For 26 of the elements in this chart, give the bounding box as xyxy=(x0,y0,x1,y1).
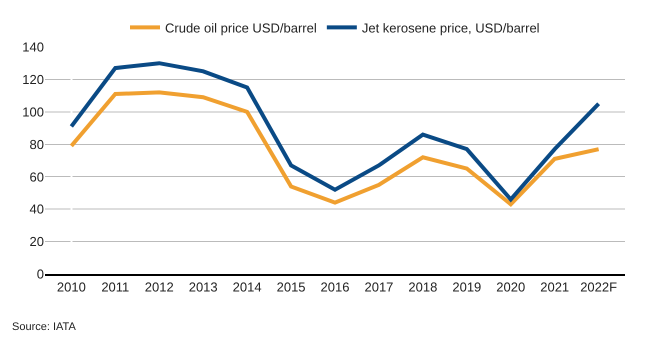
source-note: Source: IATA xyxy=(12,321,76,333)
x-tick-label: 2010 xyxy=(56,279,86,294)
line-series xyxy=(69,61,601,202)
x-tick-label: 2021 xyxy=(540,279,570,294)
x-tick-label: 2011 xyxy=(101,279,130,294)
line-series xyxy=(69,90,601,206)
legend-label: Jet kerosene price, USD/barrel xyxy=(362,20,540,36)
y-tick-label: 40 xyxy=(30,202,44,217)
x-tick-label: 2013 xyxy=(188,279,218,294)
x-tick-label: 2018 xyxy=(408,279,438,294)
y-tick-label: 140 xyxy=(22,40,44,55)
y-tick-label: 20 xyxy=(30,234,44,250)
y-tick-label: 120 xyxy=(22,72,44,87)
y-tick-label: 0 xyxy=(36,266,44,282)
x-tick-label: 2014 xyxy=(232,279,262,294)
y-tick-label: 60 xyxy=(30,169,44,184)
y-tick-label: 100 xyxy=(22,104,44,120)
x-tick-label: 2012 xyxy=(144,279,174,294)
legend-label: Crude oil price USD/barrel xyxy=(165,20,317,36)
x-tick-label: 2022F xyxy=(580,279,618,294)
y-tick-label: 80 xyxy=(30,136,44,152)
x-tick-label: 2015 xyxy=(276,279,306,294)
x-tick-label: 2020 xyxy=(496,279,526,294)
x-tick-label: 2019 xyxy=(452,279,482,294)
x-tick-label: 2017 xyxy=(364,279,394,294)
x-tick-label: 2016 xyxy=(320,279,350,294)
